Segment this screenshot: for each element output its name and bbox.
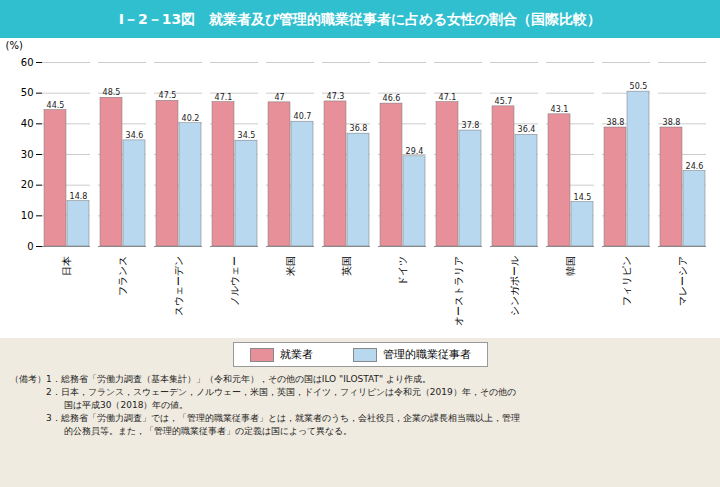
svg-text:ドイツ: ドイツ: [397, 256, 408, 286]
svg-text:34.6: 34.6: [126, 131, 144, 140]
html-text:的公務員等。また，「管理的職業従事者」の定義は国によって異な: 的公務員等。また，「管理的職業従事者」の定義は国によって異なる。: [10, 426, 352, 436]
svg-text:47.5: 47.5: [159, 91, 177, 100]
svg-text:44.5: 44.5: [47, 101, 65, 110]
svg-text:46.6: 46.6: [383, 94, 401, 103]
svg-text:0: 0: [27, 241, 33, 252]
svg-text:37.8: 37.8: [462, 121, 480, 130]
svg-text:韓国: 韓国: [565, 256, 576, 276]
svg-text:29.4: 29.4: [406, 147, 424, 156]
svg-text:14.5: 14.5: [574, 193, 592, 202]
svg-text:24.6: 24.6: [686, 162, 704, 171]
svg-text:スウェーデン: スウェーデン: [173, 256, 184, 316]
svg-text:47.1: 47.1: [439, 93, 457, 102]
svg-text:43.1: 43.1: [551, 105, 569, 114]
svg-text:マレーシア: マレーシア: [677, 256, 688, 306]
svg-text:20: 20: [21, 179, 34, 190]
html-text:I－2－13図 就業者及び管理的職業従事者に占める女性の割合: I－2－13図 就業者及び管理的職業従事者に占める女性の割合（国際比較）: [118, 11, 602, 27]
svg-text:フィリピン: フィリピン: [621, 256, 632, 306]
svg-text:40: 40: [21, 118, 34, 129]
svg-text:英国: 英国: [341, 256, 352, 276]
html-text:就業者: 就業者: [279, 348, 313, 361]
html-text:2．日本，フランス，スウェーデン，ノルウェー，米国，英国，ド: 2．日本，フランス，スウェーデン，ノルウェー，米国，英国，ドイツ，フィリピンは令…: [10, 387, 516, 397]
svg-text:50.5: 50.5: [630, 82, 648, 91]
svg-text:米国: 米国: [285, 256, 296, 276]
html-text:管理的職業従事者: 管理的職業従事者: [382, 348, 471, 361]
html-text:3．総務省「労働力調査」では，「管理的職業従事者」とは，就業: 3．総務省「労働力調査」では，「管理的職業従事者」とは，就業者のうち，会社役員，…: [10, 413, 520, 423]
svg-text:48.5: 48.5: [103, 88, 121, 97]
svg-text:38.8: 38.8: [663, 118, 681, 127]
svg-text:36.4: 36.4: [518, 125, 536, 134]
svg-text:47: 47: [274, 93, 284, 102]
svg-text:14.8: 14.8: [70, 192, 88, 201]
svg-text:47.1: 47.1: [215, 93, 233, 102]
svg-text:オーストラリア: オーストラリア: [453, 256, 464, 326]
svg-text:47.3: 47.3: [327, 92, 345, 101]
svg-text:34.5: 34.5: [238, 131, 256, 140]
svg-text:フランス: フランス: [117, 256, 128, 296]
svg-text:40.2: 40.2: [182, 114, 200, 123]
svg-text:30: 30: [21, 149, 34, 160]
svg-text:50: 50: [21, 87, 34, 98]
svg-text:38.8: 38.8: [607, 118, 625, 127]
svg-text:(%): (%): [6, 40, 23, 51]
svg-text:40.7: 40.7: [294, 112, 312, 121]
svg-text:10: 10: [21, 210, 34, 221]
svg-text:日本: 日本: [61, 256, 72, 276]
svg-text:シンガポール: シンガポール: [509, 256, 520, 316]
html-text:（備考）1．総務省「労働力調査（基本集計）」（令和元年），そ: （備考）1．総務省「労働力調査（基本集計）」（令和元年），その他の国はILO "…: [10, 374, 432, 384]
svg-text:45.7: 45.7: [495, 97, 513, 106]
html-text:国は平成30（2018）年の値。: 国は平成30（2018）年の値。: [10, 400, 189, 410]
svg-text:36.8: 36.8: [350, 124, 368, 133]
svg-text:60: 60: [21, 57, 34, 68]
svg-text:ノルウェー: ノルウェー: [229, 256, 240, 306]
